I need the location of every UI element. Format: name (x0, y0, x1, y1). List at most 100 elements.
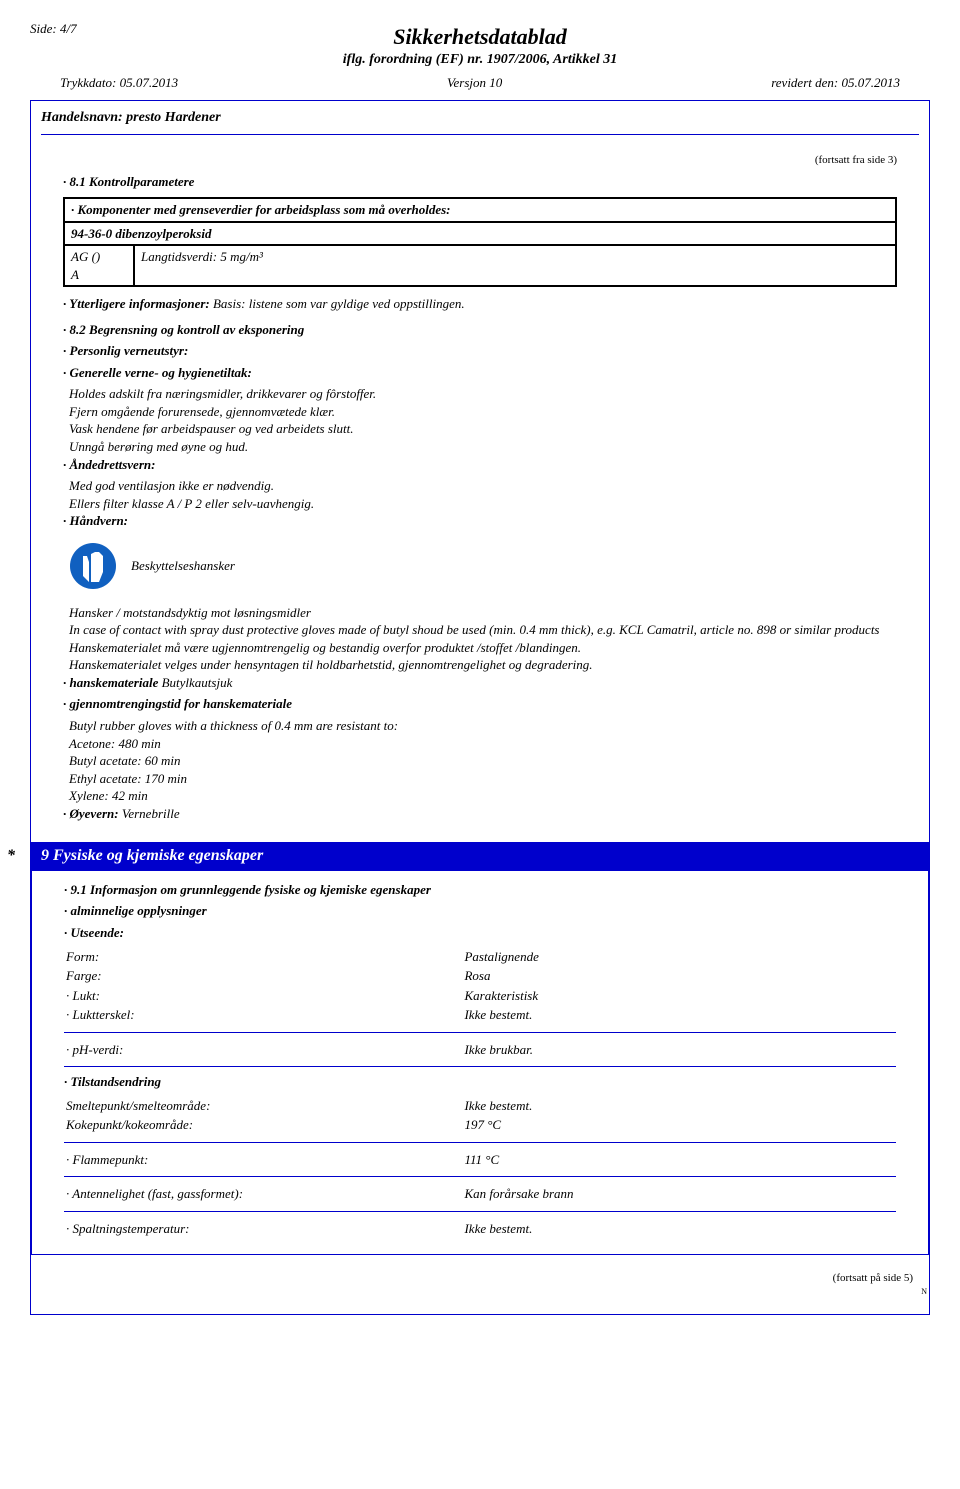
tiny-n-mark: N (41, 1287, 927, 1298)
gt: · gjennomtrengingstid for hanskematerial… (63, 696, 292, 711)
continued-from: (fortsatt fra side 3) (63, 153, 897, 168)
row-an: · Antennelighet (fast, gassformet): Kan … (66, 1185, 894, 1203)
prop-table: Form: Pastalignende Farge: Rosa · Lukt: … (64, 946, 896, 1026)
s82-hv: · Håndvern: (63, 513, 128, 528)
oy-lbl: · Øyevern: (63, 806, 119, 821)
row-sp: · Spaltningstemperatur: Ikke bestemt. (66, 1220, 894, 1238)
form-k: Form: (66, 949, 99, 964)
farge-k: Farge: (66, 968, 102, 983)
sp-v: Ikke bestemt. (464, 1220, 894, 1238)
row-sm: Smeltepunkt/smelteområde: Ikke bestemt. (66, 1097, 894, 1115)
lt-v: Ikke bestemt. (464, 1006, 894, 1024)
limits-row: AG () A Langtidsverdi: 5 mg/m³ (64, 245, 896, 286)
s82-pv: · Personlig verneutstyr: (63, 343, 188, 358)
row-ko: Kokepunkt/kokeområde: 197 °C (66, 1116, 894, 1134)
g2: In case of contact with spray dust prote… (63, 621, 897, 639)
product-name: Handelsnavn: presto Hardener (41, 109, 919, 135)
gt1: Butyl rubber gloves with a thickness of … (63, 717, 897, 735)
fl-k: · Flammepunkt: (66, 1152, 148, 1167)
lukt-k: · Lukt: (66, 988, 100, 1003)
section-9-box: · 9.1 Informasjon om grunnleggende fysis… (31, 870, 929, 1255)
prop-table-3: Smeltepunkt/smelteområde: Ikke bestemt. … (64, 1095, 896, 1136)
sub-title: iflg. forordning (EF) nr. 1907/2006, Art… (30, 51, 930, 70)
outer-frame: Handelsnavn: presto Hardener (fortsatt f… (30, 100, 930, 1315)
gloves-icon (69, 542, 117, 590)
section-9-header: * 9 Fysiske og kjemiske egenskaper (31, 842, 929, 870)
limits-substance: 94-36-0 dibenzoylperoksid (64, 222, 896, 246)
main-title: Sikkerhetsdatablad (30, 22, 930, 52)
version: Versjon 10 (447, 74, 502, 92)
s9-h: · 9.1 Informasjon om grunnleggende fysis… (64, 882, 431, 897)
an-v: Kan forårsake brann (464, 1185, 894, 1203)
asterisk-marker: * (7, 845, 15, 867)
row-lukt: · Lukt: Karakteristisk (66, 987, 894, 1005)
s81-heading: · 8.1 Kontrollparametere (63, 173, 897, 191)
limits-c1: AG () A (64, 245, 134, 286)
section-9-title: 9 Fysiske og kjemiske egenskaper (41, 847, 263, 864)
title-block: Sikkerhetsdatablad iflg. forordning (EF)… (30, 22, 930, 71)
s82-av2: Ellers filter klasse A / P 2 eller selv-… (63, 495, 897, 513)
prop-table-6: · Spaltningstemperatur: Ikke bestemt. (64, 1218, 896, 1240)
hm-val: Butylkautsjuk (158, 675, 232, 690)
further-info-label: · Ytterligere informasjoner: (63, 296, 210, 311)
row-fl: · Flammepunkt: 111 °C (66, 1151, 894, 1169)
fl-v: 111 °C (464, 1151, 894, 1169)
prop-table-5: · Antennelighet (fast, gassformet): Kan … (64, 1183, 896, 1205)
sm-v: Ikke bestemt. (464, 1097, 894, 1115)
g1: Hansker / motstandsdyktig mot løsningsmi… (63, 604, 897, 622)
g3: Hanskematerialet må være ugjennomtrengel… (63, 639, 897, 657)
hm-lbl: · hanskemateriale (63, 675, 158, 690)
te: · Tilstandsendring (64, 1074, 161, 1089)
glove-caption: Beskyttelseshansker (131, 557, 235, 575)
gt5: Xylene: 42 min (63, 787, 897, 805)
s82-l2: Fjern omgående forurensede, gjennomvæted… (63, 403, 897, 421)
print-date: Trykkdato: 05.07.2013 (60, 74, 178, 92)
gt2: Acetone: 480 min (63, 735, 897, 753)
row-lt: · Luktterskel: Ikke bestemt. (66, 1006, 894, 1024)
row-farge: Farge: Rosa (66, 967, 894, 985)
s82-gv: · Generelle verne- og hygienetiltak: (63, 365, 252, 380)
glove-row: Beskyttelseshansker (69, 542, 897, 590)
limits-c1b: A (71, 267, 79, 282)
row-ph: · pH-verdi: Ikke brukbar. (66, 1041, 894, 1059)
ko-k: Kokepunkt/kokeområde: (66, 1117, 193, 1132)
limits-c1a: AG () (71, 249, 100, 264)
further-info: · Ytterligere informasjoner: Basis: list… (63, 295, 897, 313)
s82-l4: Unngå berøring med øyne og hud. (63, 438, 897, 456)
oy-val: Vernebrille (119, 806, 180, 821)
s82-av1: Med god ventilasjon ikke er nødvendig. (63, 477, 897, 495)
farge-v: Rosa (464, 967, 894, 985)
s9-uts: · Utseende: (64, 925, 124, 940)
s9-alm: · alminnelige opplysninger (64, 903, 207, 918)
page-header: Side: 4/7 Sikkerhetsdatablad iflg. foror… (30, 20, 930, 92)
s82-l3: Vask hendene før arbeidspauser og ved ar… (63, 420, 897, 438)
limits-c2: Langtidsverdi: 5 mg/m³ (134, 245, 896, 286)
an-k: · Antennelighet (fast, gassformet): (66, 1186, 243, 1201)
s81-heading-text: · 8.1 Kontrollparametere (63, 174, 194, 189)
lt-k: · Luktterskel: (66, 1007, 135, 1022)
sep-5 (64, 1211, 896, 1212)
limits-table: · Komponenter med grenseverdier for arbe… (63, 197, 897, 287)
prop-table-4: · Flammepunkt: 111 °C (64, 1149, 896, 1171)
content-area: (fortsatt fra side 3) · 8.1 Kontrollpara… (41, 153, 919, 823)
form-v: Pastalignende (464, 948, 894, 966)
gt3: Butyl acetate: 60 min (63, 752, 897, 770)
s82: · 8.2 Begrensning og kontroll av ekspone… (63, 321, 897, 823)
sep-2 (64, 1066, 896, 1067)
s82-h: · 8.2 Begrensning og kontroll av ekspone… (63, 322, 304, 337)
sep-3 (64, 1142, 896, 1143)
revised-date: revidert den: 05.07.2013 (771, 74, 900, 92)
sp-k: · Spaltningstemperatur: (66, 1221, 190, 1236)
continued-to: (fortsatt på side 5) (41, 1271, 913, 1286)
ph-v: Ikke brukbar. (464, 1041, 894, 1059)
limits-table-head: · Komponenter med grenseverdier for arbe… (64, 198, 896, 222)
sep-1 (64, 1032, 896, 1033)
prop-table-2: · pH-verdi: Ikke brukbar. (64, 1039, 896, 1061)
g4: Hanskematerialet velges under hensyntage… (63, 656, 897, 674)
further-info-text: Basis: listene som var gyldige ved oppst… (210, 296, 465, 311)
ko-v: 197 °C (464, 1116, 894, 1134)
s82-l1: Holdes adskilt fra næringsmidler, drikke… (63, 385, 897, 403)
lukt-v: Karakteristisk (464, 987, 894, 1005)
s82-av: · Åndedrettsvern: (63, 457, 155, 472)
sm-k: Smeltepunkt/smelteområde: (66, 1098, 210, 1113)
